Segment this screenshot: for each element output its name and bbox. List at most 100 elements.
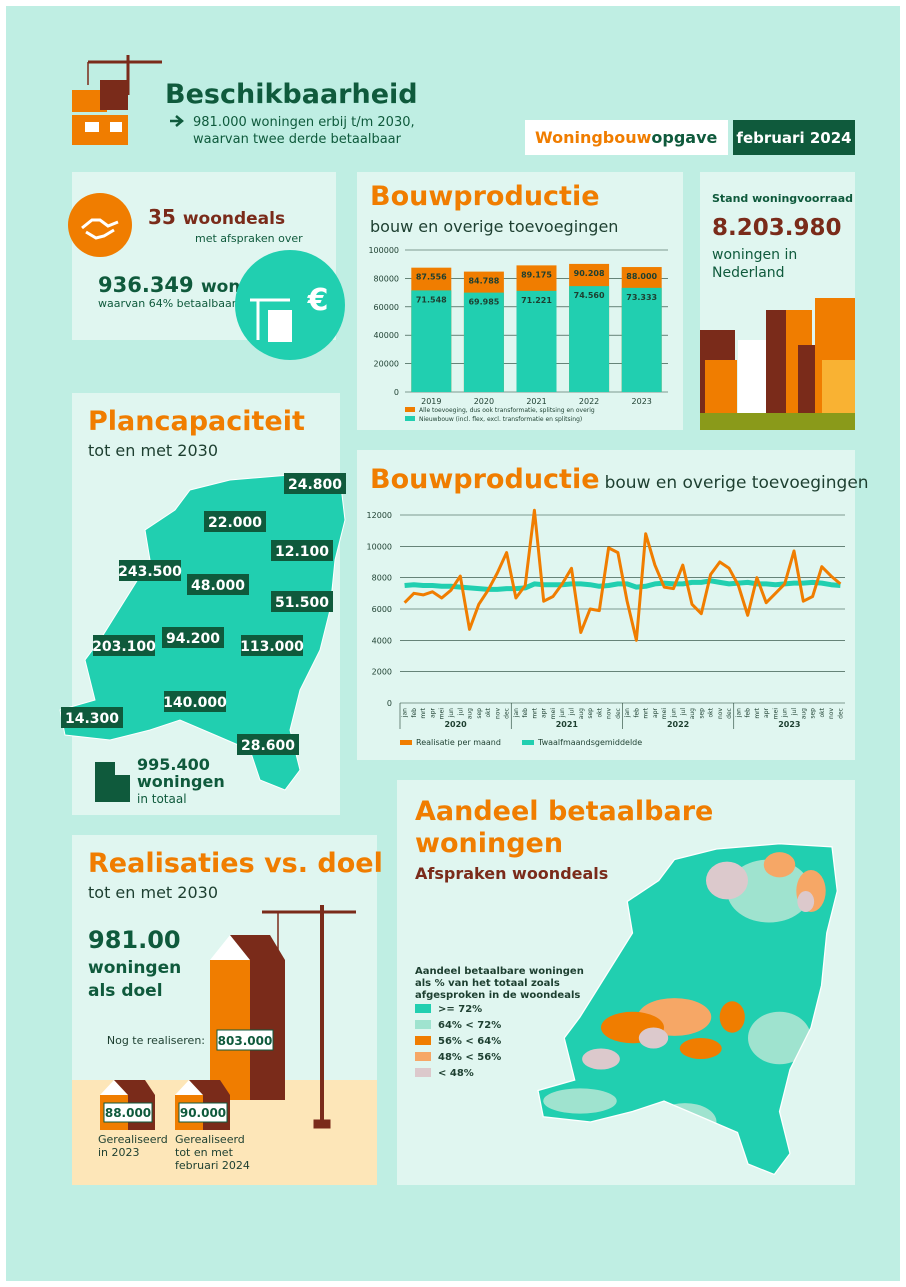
- region-label-box: [162, 627, 224, 648]
- plan-total-line: woningen: [137, 772, 225, 791]
- plan-total: 995.400: [137, 755, 210, 774]
- x-tick-label: mrt: [643, 707, 650, 718]
- region-label: 113.000: [240, 639, 304, 655]
- value-label: 90.208: [574, 269, 605, 278]
- date-box: [733, 120, 855, 155]
- region-label-box: [187, 574, 249, 595]
- tall-house: [210, 935, 285, 1100]
- section-subtitle: Afspraken woondeals: [415, 864, 608, 883]
- region-label: 94.200: [166, 631, 220, 647]
- caption-line: tot en met: [175, 1146, 234, 1159]
- legend-label: Nieuwbouw (incl. flex, excl. transformat…: [419, 416, 582, 423]
- goal-line: woningen: [88, 958, 181, 978]
- value-label: 84.788: [468, 277, 499, 286]
- header-line: 981.000 woningen erbij t/m 2030,: [193, 115, 415, 130]
- y-tick-label: 0: [394, 388, 399, 397]
- y-tick-label: 6000: [372, 605, 392, 614]
- handshake-icon: [68, 193, 132, 257]
- building-icon: [95, 762, 130, 802]
- legend-swatch: [405, 416, 415, 421]
- handshake-icon: [81, 218, 119, 240]
- panel: [357, 450, 855, 760]
- y-tick-label: 40000: [374, 331, 399, 340]
- x-tick-label: jun: [448, 708, 455, 718]
- section-title: Plancapaciteit: [88, 406, 305, 437]
- x-tick-label: jun: [782, 708, 789, 718]
- region-label: 140.000: [163, 695, 227, 711]
- x-tick-label: jul: [457, 708, 464, 716]
- caption-line: Gerealiseerd: [175, 1133, 245, 1146]
- region-label: 48.000: [191, 578, 245, 594]
- x-tick-label: mrt: [531, 707, 538, 718]
- legend-label: 56% < 64%: [438, 1036, 501, 1047]
- value-label: 69.985: [468, 298, 499, 307]
- x-tick-label: jan: [402, 708, 409, 718]
- goal: 981.00: [88, 926, 181, 954]
- value-label: 88.000: [626, 272, 657, 281]
- x-tick-label: mei: [550, 708, 557, 720]
- x-tick-label: okt: [708, 707, 715, 717]
- y-tick-label: 20000: [374, 360, 399, 369]
- region-label: 203.100: [92, 639, 156, 655]
- value-label: 87.556: [416, 273, 447, 282]
- x-tick-label: 2019: [421, 397, 441, 406]
- region-label-box: [204, 511, 266, 532]
- value-box: [103, 1102, 153, 1123]
- number: 35: [148, 205, 176, 229]
- y-tick-label: 60000: [374, 303, 399, 312]
- chart-title: Bouwproductie: [370, 181, 600, 212]
- label: woondeals: [183, 209, 285, 229]
- x-tick-label: 2023: [632, 397, 652, 406]
- section-title: woningen: [415, 828, 563, 859]
- x-tick-label: aug: [578, 708, 585, 719]
- y-tick-label: 0: [387, 699, 392, 708]
- x-tick-label: okt: [596, 707, 603, 717]
- legend-swatch: [415, 1052, 431, 1061]
- city-illustration: [700, 298, 855, 430]
- x-tick-label: mei: [772, 708, 779, 720]
- legend-label: < 48%: [438, 1068, 474, 1079]
- x-tick-label: apr: [541, 707, 548, 717]
- x-tick-label: jan: [624, 708, 631, 718]
- x-tick-label: feb: [633, 708, 640, 718]
- region-label-box: [237, 734, 299, 755]
- x-tick-label: nov: [717, 708, 724, 719]
- caption-line: februari 2024: [175, 1159, 250, 1172]
- y-tick-label: 80000: [374, 274, 399, 283]
- header-illustration: [72, 55, 162, 145]
- region-label-box: [271, 540, 333, 561]
- badge-box: [525, 120, 728, 155]
- region-label-box: [164, 691, 226, 712]
- value-label: 71.221: [521, 296, 552, 305]
- bar: [621, 287, 662, 392]
- building-icon: [268, 310, 292, 342]
- realised-feb2024: 90.000: [180, 1106, 226, 1120]
- y-tick-label: 2000: [372, 668, 392, 677]
- value-label: 74.560: [574, 291, 605, 300]
- caption-line: Gerealiseerd: [98, 1133, 168, 1146]
- legend-title: als % van het totaal zoals: [415, 978, 560, 989]
- region-label: 12.100: [275, 544, 329, 560]
- region-label: 28.600: [241, 738, 295, 754]
- x-tick-label: sep: [698, 708, 705, 719]
- legend-label: 64% < 72%: [438, 1020, 501, 1031]
- euro-symbol: €: [307, 283, 329, 318]
- woondeals-sub: met afspraken over: [195, 232, 303, 245]
- x-tick-label: nov: [606, 708, 613, 719]
- caption-line: in 2023: [98, 1146, 140, 1159]
- x-tick-label: aug: [467, 708, 474, 719]
- x-tick-label: nov: [494, 708, 501, 719]
- line-series: [403, 508, 842, 642]
- region-label: 243.500: [118, 564, 182, 580]
- value-label: 71.548: [416, 295, 447, 304]
- chart-subtitle: bouw en overige toevoegingen: [370, 217, 618, 236]
- badge-part: Woningbouw: [535, 128, 652, 147]
- x-tick-label: apr: [763, 707, 770, 717]
- legend-swatch: [415, 1036, 431, 1045]
- header-title: Beschikbaarheid: [165, 79, 418, 110]
- x-tick-label: mrt: [420, 707, 427, 718]
- legend-swatch: [522, 740, 534, 745]
- legend-swatch: [415, 1020, 431, 1029]
- y-tick-label: 8000: [372, 574, 392, 583]
- region-label: 24.800: [288, 477, 342, 493]
